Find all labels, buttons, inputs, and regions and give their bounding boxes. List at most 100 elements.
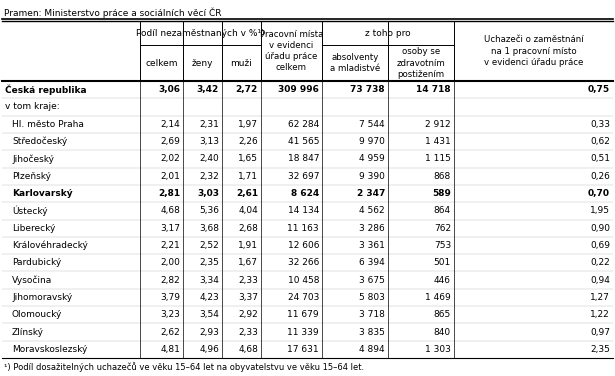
Text: absolventy
a mladistvé: absolventy a mladistvé xyxy=(330,53,380,73)
Text: 14 134: 14 134 xyxy=(288,206,319,215)
Text: Zlínský: Zlínský xyxy=(12,327,44,337)
Text: 2,33: 2,33 xyxy=(238,327,258,337)
Text: 3,06: 3,06 xyxy=(158,85,180,94)
Text: Vysočina: Vysočina xyxy=(12,275,52,285)
Text: 0,33: 0,33 xyxy=(590,120,610,129)
Text: 3,13: 3,13 xyxy=(199,137,219,146)
Text: 8 624: 8 624 xyxy=(291,189,319,198)
Text: 1,27: 1,27 xyxy=(590,293,610,302)
Text: 41 565: 41 565 xyxy=(287,137,319,146)
Text: Karlovarský: Karlovarský xyxy=(12,189,73,198)
Text: 309 996: 309 996 xyxy=(278,85,319,94)
Text: 11 339: 11 339 xyxy=(287,327,319,337)
Text: 3 835: 3 835 xyxy=(359,327,385,337)
Text: 3,34: 3,34 xyxy=(199,276,219,285)
Text: 0,97: 0,97 xyxy=(590,327,610,337)
Text: 0,69: 0,69 xyxy=(590,241,610,250)
Text: 2,33: 2,33 xyxy=(238,276,258,285)
Text: muži: muži xyxy=(231,59,252,68)
Text: 2,72: 2,72 xyxy=(236,85,258,94)
Text: 840: 840 xyxy=(434,327,451,337)
Text: 2,68: 2,68 xyxy=(238,224,258,233)
Text: 2,62: 2,62 xyxy=(161,327,180,337)
Text: 2,35: 2,35 xyxy=(590,345,610,354)
Text: 0,90: 0,90 xyxy=(590,224,610,233)
Text: 0,75: 0,75 xyxy=(588,85,610,94)
Text: ¹) Podíl dosažitelných uchazečů ve věku 15–64 let na obyvatelstvu ve věku 15–64 : ¹) Podíl dosažitelných uchazečů ve věku … xyxy=(4,362,364,372)
Text: 62 284: 62 284 xyxy=(288,120,319,129)
Text: 2,02: 2,02 xyxy=(161,155,180,164)
Text: 32 697: 32 697 xyxy=(287,172,319,181)
Text: 501: 501 xyxy=(434,258,451,267)
Text: 2,26: 2,26 xyxy=(238,137,258,146)
Text: 5,36: 5,36 xyxy=(199,206,219,215)
Text: 753: 753 xyxy=(434,241,451,250)
Text: 0,22: 0,22 xyxy=(590,258,610,267)
Text: 2,52: 2,52 xyxy=(199,241,219,250)
Text: Česká republika: Česká republika xyxy=(5,84,87,95)
Text: 3 718: 3 718 xyxy=(359,310,385,319)
Text: 2,35: 2,35 xyxy=(199,258,219,267)
Text: 17 631: 17 631 xyxy=(287,345,319,354)
Text: 1 303: 1 303 xyxy=(425,345,451,354)
Text: 3,03: 3,03 xyxy=(197,189,219,198)
Text: 0,94: 0,94 xyxy=(590,276,610,285)
Text: 3 675: 3 675 xyxy=(359,276,385,285)
Text: 1,67: 1,67 xyxy=(238,258,258,267)
Text: 4 894: 4 894 xyxy=(359,345,385,354)
Text: 1,97: 1,97 xyxy=(238,120,258,129)
Text: 2,21: 2,21 xyxy=(161,241,180,250)
Text: 4,68: 4,68 xyxy=(238,345,258,354)
Text: Pracovní místa
v evidenci
úřadu práce
celkem: Pracovní místa v evidenci úřadu práce ce… xyxy=(260,30,323,72)
Text: 2,00: 2,00 xyxy=(160,258,180,267)
Text: 868: 868 xyxy=(434,172,451,181)
Text: 14 718: 14 718 xyxy=(416,85,451,94)
Text: Královéhradecký: Královéhradecký xyxy=(12,241,88,250)
Text: 12 606: 12 606 xyxy=(287,241,319,250)
Text: 4 959: 4 959 xyxy=(359,155,385,164)
Text: 4,96: 4,96 xyxy=(199,345,219,354)
Text: 3,79: 3,79 xyxy=(160,293,180,302)
Text: 1 115: 1 115 xyxy=(425,155,451,164)
Text: v tom kraje:: v tom kraje: xyxy=(5,103,60,111)
Text: 3,42: 3,42 xyxy=(197,85,219,94)
Text: 1,95: 1,95 xyxy=(590,206,610,215)
Text: 3,37: 3,37 xyxy=(238,293,258,302)
Text: 7 544: 7 544 xyxy=(359,120,385,129)
Text: 2,81: 2,81 xyxy=(158,189,180,198)
Text: 1,71: 1,71 xyxy=(238,172,258,181)
Text: Uchazeči o zaměstnání
na 1 pracovní místo
v evidenci úřadu práce: Uchazeči o zaměstnání na 1 pracovní míst… xyxy=(483,35,583,67)
Text: 2,69: 2,69 xyxy=(160,137,180,146)
Text: 4,23: 4,23 xyxy=(199,293,219,302)
Text: 4,04: 4,04 xyxy=(238,206,258,215)
Text: 2 912: 2 912 xyxy=(426,120,451,129)
Text: 2,93: 2,93 xyxy=(199,327,219,337)
Text: 1 469: 1 469 xyxy=(425,293,451,302)
Text: 3,68: 3,68 xyxy=(199,224,219,233)
Text: Pramen: Ministerstvo práce a sociálních věcí ČR: Pramen: Ministerstvo práce a sociálních … xyxy=(4,8,221,18)
Text: 4 562: 4 562 xyxy=(359,206,385,215)
Text: 1,65: 1,65 xyxy=(238,155,258,164)
Text: Hl. město Praha: Hl. město Praha xyxy=(12,120,84,129)
Text: 3,23: 3,23 xyxy=(160,310,180,319)
Text: 0,26: 0,26 xyxy=(590,172,610,181)
Text: 446: 446 xyxy=(434,276,451,285)
Text: 589: 589 xyxy=(432,189,451,198)
Text: Ústecký: Ústecký xyxy=(12,206,47,216)
Text: 2,31: 2,31 xyxy=(199,120,219,129)
Text: z toho pro: z toho pro xyxy=(365,29,411,38)
Text: 3,17: 3,17 xyxy=(160,224,180,233)
Text: 864: 864 xyxy=(434,206,451,215)
Text: 2,14: 2,14 xyxy=(161,120,180,129)
Text: Moravskoslezský: Moravskoslezský xyxy=(12,345,87,354)
Text: 762: 762 xyxy=(434,224,451,233)
Text: Podíl nezaměstnaných v %¹): Podíl nezaměstnaných v %¹) xyxy=(136,29,265,38)
Text: 9 970: 9 970 xyxy=(359,137,385,146)
Text: 24 703: 24 703 xyxy=(288,293,319,302)
Text: 0,62: 0,62 xyxy=(590,137,610,146)
Text: Středočeský: Středočeský xyxy=(12,137,67,146)
Text: 5 803: 5 803 xyxy=(359,293,385,302)
Text: osoby se
zdravotním
postižením: osoby se zdravotním postižením xyxy=(397,47,445,79)
Text: 3 361: 3 361 xyxy=(359,241,385,250)
Text: 11 679: 11 679 xyxy=(287,310,319,319)
